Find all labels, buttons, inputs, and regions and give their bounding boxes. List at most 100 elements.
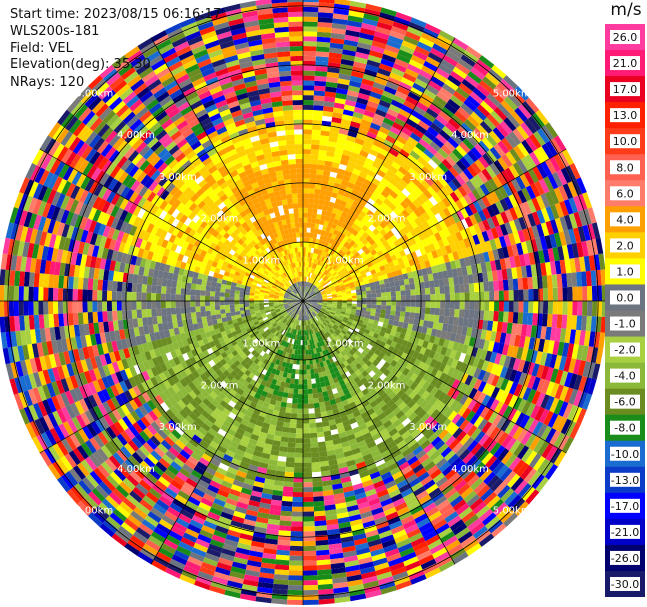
radar-gate xyxy=(441,237,450,247)
radar-gate xyxy=(430,75,445,88)
radar-gate xyxy=(533,288,539,301)
radar-gate xyxy=(552,171,563,188)
radar-gate xyxy=(385,81,399,91)
radar-gate xyxy=(82,301,88,313)
radar-gate xyxy=(497,140,510,154)
radar-gate xyxy=(392,174,402,183)
radar-gate xyxy=(420,32,437,44)
radar-gate xyxy=(436,189,446,201)
radar-gate xyxy=(306,276,309,282)
radar-gate xyxy=(426,144,438,156)
radar-gate xyxy=(48,301,54,315)
radar-gate xyxy=(327,232,333,239)
radar-gate xyxy=(308,188,315,194)
radar-gate xyxy=(283,110,294,116)
radar-gate xyxy=(461,266,468,276)
radar-gate xyxy=(362,264,369,270)
radar-gate xyxy=(190,312,197,319)
radar-gate xyxy=(82,277,89,290)
radar-gate xyxy=(368,148,379,157)
radar-gate xyxy=(325,81,338,88)
radar-gate xyxy=(438,30,455,42)
radar-gate xyxy=(414,45,430,57)
radar-gate xyxy=(293,119,303,125)
radar-gate xyxy=(332,299,338,301)
radar-gate xyxy=(423,88,437,100)
radar-gate xyxy=(13,301,19,317)
radar-gate xyxy=(305,247,309,253)
radar-gate xyxy=(430,225,439,235)
radar-gate xyxy=(346,293,352,297)
radar-gate xyxy=(317,277,322,282)
radar-gate xyxy=(185,288,191,296)
radar-gate xyxy=(444,140,456,152)
radar-gate xyxy=(363,279,370,285)
radar-gate xyxy=(277,140,287,146)
radar-gate xyxy=(331,223,337,230)
radar-gate xyxy=(405,95,419,106)
radar-gate xyxy=(567,181,578,198)
radar-gate xyxy=(342,269,349,275)
radar-gate xyxy=(337,270,343,276)
radar-gate xyxy=(315,238,320,245)
radar-gate xyxy=(274,31,290,38)
radar-gate xyxy=(376,104,389,113)
radar-gate xyxy=(308,183,316,189)
radar-gate xyxy=(516,266,523,279)
radar-gate xyxy=(327,282,333,287)
radar-gate xyxy=(303,217,308,223)
radar-gate xyxy=(498,235,507,248)
radar-gate xyxy=(200,295,206,301)
radar-gate xyxy=(326,293,332,296)
radar-gate xyxy=(331,293,337,297)
radar-gate xyxy=(303,222,308,228)
radar-gate xyxy=(591,222,601,239)
radar-gate xyxy=(406,118,418,129)
radar-gate xyxy=(316,283,322,288)
radar-gate xyxy=(220,288,226,293)
radar-gate xyxy=(335,92,347,100)
radar-gate xyxy=(369,182,378,190)
radar-gate xyxy=(409,283,416,290)
radar-gate xyxy=(295,232,300,238)
radar-gate xyxy=(329,268,335,274)
radar-gate xyxy=(547,174,559,190)
radar-gate xyxy=(470,244,479,256)
radar-gate xyxy=(305,292,309,297)
radar-gate xyxy=(466,265,473,275)
radar-gate xyxy=(314,223,320,230)
radar-gate xyxy=(315,248,320,255)
radar-gate xyxy=(397,257,404,265)
radar-gate xyxy=(307,297,313,300)
radar-gate xyxy=(518,216,527,230)
radar-gate xyxy=(302,291,303,297)
radar-gate xyxy=(303,55,316,62)
radar-gate xyxy=(324,286,330,290)
radar-gate xyxy=(339,264,345,271)
radar-gate xyxy=(426,186,437,197)
radar-gate xyxy=(404,30,421,42)
radar-gate xyxy=(511,89,526,105)
radar-gate xyxy=(309,168,317,175)
radar-gate xyxy=(343,247,349,254)
radar-gate xyxy=(576,271,583,287)
radar-gate xyxy=(520,156,533,172)
radar-gate xyxy=(356,133,367,141)
radar-gate xyxy=(312,295,317,298)
radar-gate xyxy=(354,225,362,233)
radar-gate xyxy=(520,122,534,137)
radar-gate xyxy=(455,210,465,221)
radar-gate xyxy=(556,273,563,288)
radar-gate xyxy=(354,207,362,215)
radar-gate xyxy=(136,309,143,319)
radar-gate xyxy=(353,279,359,285)
radar-gate xyxy=(403,35,419,46)
radar-gate xyxy=(472,87,487,101)
radar-gate xyxy=(307,208,313,214)
radar-gate xyxy=(413,105,426,116)
radar-gate xyxy=(492,249,500,261)
radar-gate xyxy=(527,115,541,131)
radar-gate xyxy=(289,46,303,52)
radar-gate xyxy=(48,274,55,288)
radar-gate xyxy=(303,296,305,301)
